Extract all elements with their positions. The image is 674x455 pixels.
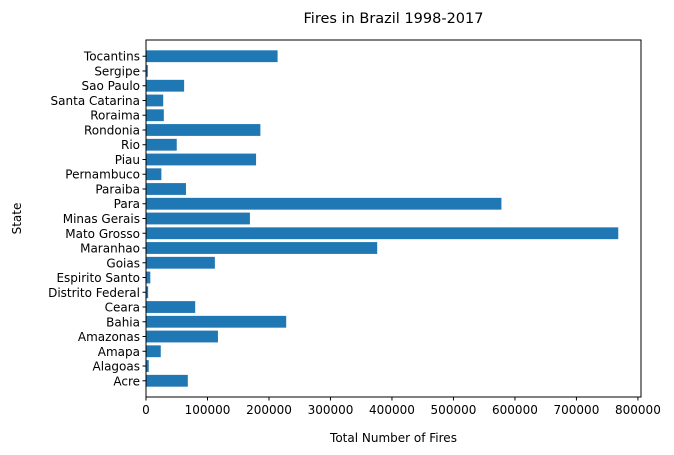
bar-para [146,197,502,210]
y-tick-label: Roraima [90,109,140,123]
bar-roraima [146,109,164,122]
bar-rio [146,138,177,151]
bar-ceara [146,301,196,313]
y-tick-label: Bahia [106,315,140,329]
y-tick-label: Santa Catarina [51,94,140,108]
plot-area: AcreAlagoasAmapaAmazonasBahiaCearaDistri… [48,50,661,417]
bar-paraiba [146,183,186,195]
y-tick-label: Minas Gerais [63,212,140,226]
y-tick-label: Sao Paulo [82,79,140,93]
bar-alagoas [146,360,149,372]
y-tick-label: Goias [106,256,140,270]
x-tick-label: 200000 [246,403,292,417]
y-tick-label: Rio [121,138,140,152]
x-tick-label: 600000 [492,403,538,417]
x-tick-label: 100000 [185,403,231,417]
x-tick-label: 0 [142,403,150,417]
y-tick-label: Piau [115,153,140,167]
axes-frame [145,39,642,398]
y-tick-label: Acre [113,374,140,388]
y-tick-label: Sergipe [94,64,140,78]
x-tick-label: 300000 [308,403,354,417]
bar-maranhao [146,242,378,254]
bar-espirito-santo [146,271,151,284]
y-tick-label: Paraiba [95,182,140,196]
y-tick-label: Amazonas [78,330,140,344]
y-axis-label: State [10,203,24,235]
x-tick-label: 400000 [369,403,415,417]
chart-title: Fires in Brazil 1998-2017 [304,11,484,27]
bar-piau [146,153,257,166]
bar-pernambuco [146,168,162,181]
y-tick-label: Distrito Federal [48,286,140,300]
y-tick-label: Para [114,197,140,211]
bar-bahia [146,315,287,328]
y-tick-label: Mato Grosso [65,227,140,241]
x-tick-label: 500000 [431,403,477,417]
bar-amapa [146,345,161,358]
y-tick-label: Alagoas [93,360,140,374]
y-tick-label: Amapa [98,345,140,359]
x-tick-label: 700000 [554,403,600,417]
x-tick-label: 800000 [615,403,661,417]
bar-minas-gerais [146,212,250,225]
x-axis-label: Total Number of Fires [329,431,457,445]
bar-distrito-federal [146,286,149,299]
y-tick-label: Ceara [105,301,140,315]
bar-santa-catarina [146,94,164,107]
bar-mato-grosso [146,227,619,240]
bar-sergipe [146,65,148,77]
bar-goias [146,256,215,269]
bar-amazonas [146,330,218,343]
bar-rondonia [146,124,261,136]
y-tick-label: Maranhao [80,242,140,256]
y-tick-label: Rondonia [84,123,140,137]
bar-tocantins [146,50,278,63]
y-tick-label: Pernambuco [65,168,140,182]
bar-sao-paulo [146,79,185,92]
bar-acre [146,374,188,387]
y-tick-label: Tocantins [83,50,140,64]
y-tick-label: Espirito Santo [56,271,140,285]
